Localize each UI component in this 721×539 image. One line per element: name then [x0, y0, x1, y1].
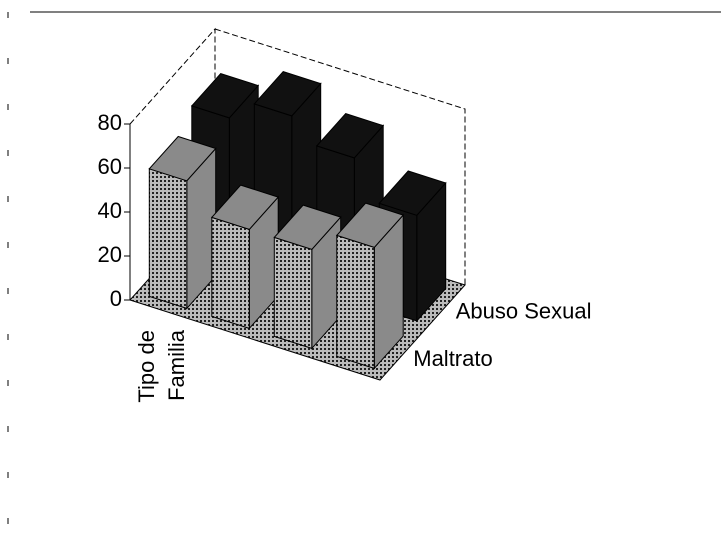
plot: 0 20 40 60 80 Tipo de Familia Abuso Sexual Maltr…	[98, 27, 592, 403]
bar-front	[148, 168, 188, 310]
bar-top	[378, 170, 447, 216]
y-tick-label: 20	[98, 242, 122, 267]
bar-top	[335, 202, 405, 248]
series-label: Maltrato	[413, 346, 492, 371]
bar-top	[210, 184, 280, 230]
bar-top	[253, 71, 322, 117]
bar-front	[336, 234, 375, 370]
bar-top	[315, 113, 385, 159]
bar-top	[148, 135, 217, 182]
y-tick-label: 80	[98, 110, 122, 135]
y-tick-label: 40	[98, 198, 122, 223]
y-tick-label: 60	[98, 154, 122, 179]
bar-top	[190, 73, 260, 119]
x-axis-label: Tipo de	[134, 330, 159, 403]
x-axis-label: Familia	[164, 329, 189, 401]
back-wall	[214, 28, 466, 285]
y-tick-label: 0	[110, 286, 122, 311]
bar-top	[273, 204, 342, 250]
bar-front	[273, 236, 313, 350]
bar-front	[211, 216, 250, 330]
series-label: Abuso Sexual	[456, 299, 592, 324]
